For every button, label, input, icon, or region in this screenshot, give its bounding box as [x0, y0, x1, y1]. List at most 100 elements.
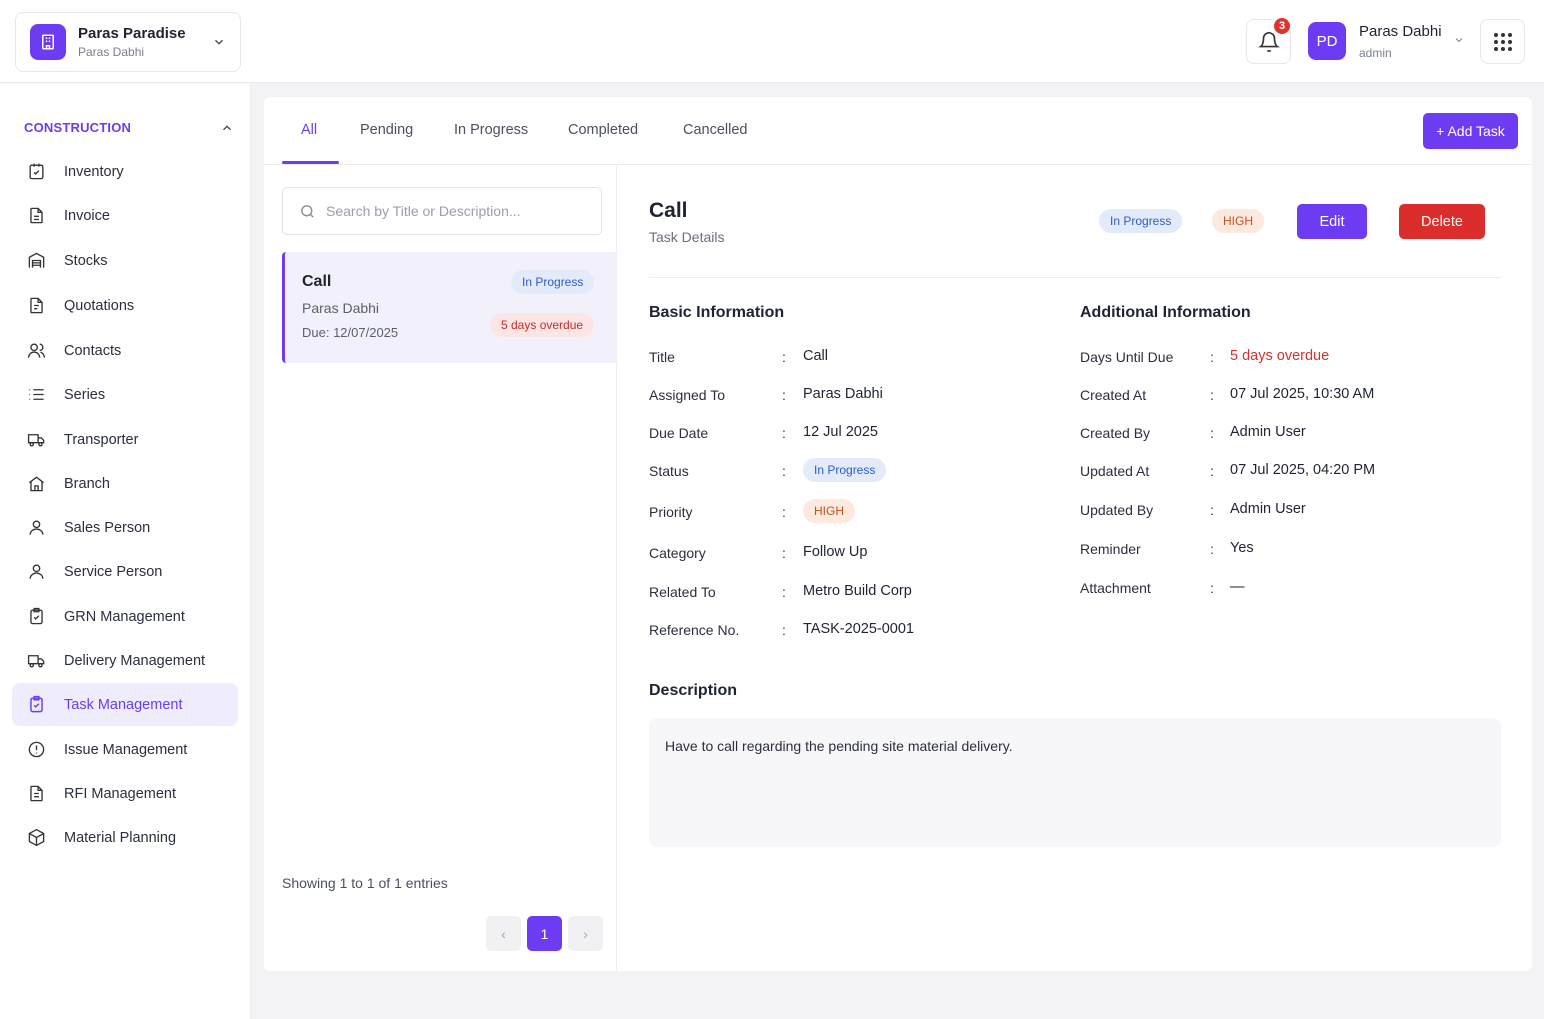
status-badge: In Progress — [511, 270, 595, 294]
description-heading: Description — [649, 682, 738, 699]
tab-in-progress[interactable]: In Progress — [454, 122, 529, 138]
chevron-up-icon — [220, 121, 234, 135]
alert-circle-icon — [26, 740, 46, 760]
field-value: Admin User — [1230, 501, 1306, 517]
search-placeholder: Search by Title or Description... — [326, 203, 521, 219]
sidebar: CONSTRUCTION Inventory Invoice Stocks Qu… — [0, 84, 251, 1019]
overdue-badge: 5 days overdue — [490, 313, 595, 337]
grid-icon — [1493, 32, 1513, 52]
clipboard-check-icon — [26, 695, 46, 715]
tab-cancelled[interactable]: Cancelled — [683, 122, 748, 138]
sidebar-item-contacts[interactable]: Contacts — [12, 329, 238, 372]
colon: : — [1210, 425, 1214, 441]
org-owner: Paras Dabhi — [78, 45, 145, 59]
sidebar-item-sales-person[interactable]: Sales Person — [12, 506, 238, 549]
sidebar-item-label: Inventory — [64, 163, 124, 180]
invoice-icon — [26, 206, 46, 226]
sidebar-item-quotations[interactable]: Quotations — [12, 284, 238, 327]
additional-info-heading: Additional Information — [1080, 304, 1251, 321]
sidebar-item-label: Task Management — [64, 696, 183, 713]
sidebar-section-header[interactable]: CONSTRUCTION — [24, 120, 234, 135]
prev-page-button[interactable]: ‹ — [486, 916, 521, 951]
sidebar-item-issue-management[interactable]: Issue Management — [12, 728, 238, 771]
description-text: Have to call regarding the pending site … — [665, 738, 1013, 754]
field-value: Admin User — [1230, 424, 1306, 440]
chevron-down-icon[interactable] — [1453, 34, 1465, 46]
task-title: Call — [302, 273, 332, 290]
contacts-icon — [26, 341, 46, 361]
series-icon — [26, 385, 46, 405]
divider — [649, 277, 1501, 278]
sidebar-item-stocks[interactable]: Stocks — [12, 239, 238, 282]
field-value: TASK-2025-0001 — [803, 621, 914, 637]
field-label: Created At — [1080, 387, 1147, 403]
add-task-button[interactable]: + Add Task — [1423, 113, 1518, 149]
avatar[interactable]: PD — [1308, 22, 1346, 60]
sidebar-item-label: Service Person — [64, 563, 163, 580]
colon: : — [1210, 502, 1214, 518]
field-value: Follow Up — [803, 544, 868, 560]
sidebar-item-grn-management[interactable]: GRN Management — [12, 595, 238, 638]
tab-completed[interactable]: Completed — [568, 122, 639, 138]
apps-button[interactable] — [1480, 19, 1525, 64]
list-item[interactable]: Call Paras Dabhi Due: 12/07/2025 In Prog… — [282, 252, 617, 363]
field-label: Priority — [649, 504, 693, 520]
sidebar-item-label: Branch — [64, 475, 110, 492]
sidebar-item-label: Contacts — [64, 342, 122, 359]
document-icon — [26, 784, 46, 804]
colon: : — [782, 545, 786, 561]
field-value: Paras Dabhi — [803, 386, 883, 402]
user-name[interactable]: Paras Dabhi — [1359, 23, 1442, 40]
next-page-button[interactable]: › — [568, 916, 603, 951]
field-value: Yes — [1230, 540, 1254, 556]
tab-pending[interactable]: Pending — [360, 122, 414, 138]
truck-icon — [26, 651, 46, 671]
sidebar-item-transporter[interactable]: Transporter — [12, 418, 238, 461]
sidebar-item-series[interactable]: Series — [12, 373, 238, 416]
sidebar-item-branch[interactable]: Branch — [12, 462, 238, 505]
colon: : — [782, 387, 786, 403]
search-icon — [299, 203, 316, 220]
colon: : — [1210, 349, 1214, 365]
chevron-down-icon — [212, 35, 226, 49]
sidebar-item-label: Stocks — [64, 252, 108, 269]
org-name: Paras Paradise — [78, 25, 186, 42]
sidebar-item-delivery-management[interactable]: Delivery Management — [12, 639, 238, 682]
org-switcher[interactable]: Paras Paradise Paras Dabhi — [15, 12, 241, 72]
search-input[interactable]: Search by Title or Description... — [282, 187, 602, 235]
building-icon — [30, 24, 66, 60]
sidebar-item-rfi-management[interactable]: RFI Management — [12, 772, 238, 815]
sidebar-item-label: Transporter — [64, 431, 139, 448]
page-title: Call — [649, 199, 688, 222]
sidebar-item-service-person[interactable]: Service Person — [12, 550, 238, 593]
sidebar-item-inventory[interactable]: Inventory — [12, 150, 238, 193]
sidebar-item-task-management[interactable]: Task Management — [12, 683, 238, 726]
page-1-button[interactable]: 1 — [527, 916, 562, 951]
priority-badge: HIGH — [1212, 209, 1264, 233]
sidebar-item-label: Issue Management — [64, 741, 188, 758]
colon: : — [782, 425, 786, 441]
colon: : — [1210, 387, 1214, 403]
sidebar-item-label: Quotations — [64, 297, 135, 314]
inventory-icon — [26, 162, 46, 182]
task-assignee: Paras Dabhi — [302, 300, 380, 316]
page-subtitle: Task Details — [649, 229, 725, 245]
colon: : — [782, 622, 786, 638]
sidebar-item-material-planning[interactable]: Material Planning — [12, 816, 238, 859]
field-label: Created By — [1080, 425, 1151, 441]
tab-all[interactable]: All — [301, 122, 318, 138]
field-value: 5 days overdue — [1230, 348, 1330, 364]
field-label: Days Until Due — [1080, 349, 1174, 365]
bell-icon — [1257, 31, 1280, 53]
colon: : — [782, 349, 786, 365]
delete-button[interactable]: Delete — [1399, 204, 1485, 239]
task-list-panel: Search by Title or Description... Call P… — [264, 166, 617, 971]
sidebar-item-label: Invoice — [64, 207, 110, 224]
edit-button[interactable]: Edit — [1297, 204, 1367, 239]
field-label: Updated At — [1080, 463, 1150, 479]
colon: : — [1210, 541, 1214, 557]
sidebar-item-invoice[interactable]: Invoice — [12, 194, 238, 237]
sidebar-item-label: GRN Management — [64, 608, 185, 625]
task-due-date: Due: 12/07/2025 — [302, 325, 399, 340]
colon: : — [782, 463, 786, 479]
